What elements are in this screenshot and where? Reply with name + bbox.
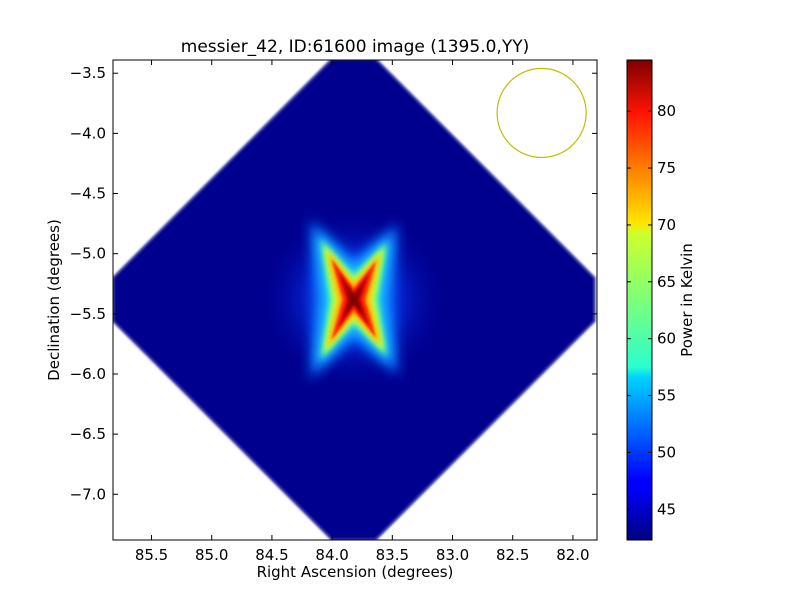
colorbar-tick-label: 70: [657, 216, 676, 234]
x-tick-label: 85.5: [135, 546, 168, 564]
x-tick-label: 85.0: [195, 546, 228, 564]
y-axis-label: Declination (degrees): [45, 219, 63, 381]
y-tick-label: −4.0: [70, 124, 106, 142]
colorbar-label: Power in Kelvin: [678, 243, 696, 357]
colorbar-ticks: 45 50 55 60 65 70 75 80: [627, 102, 676, 518]
x-tick-label: 83.0: [436, 546, 469, 564]
beam-circle: [496, 67, 587, 159]
x-axis-ticks: 85.5 85.0 84.5 84.0 83.5 83.0 82.5 82.0: [135, 60, 590, 564]
x-tick-label: 84.5: [255, 546, 288, 564]
y-tick-label: −4.5: [70, 185, 106, 203]
source-contour: [345, 284, 363, 315]
bright-source: [258, 209, 449, 390]
y-tick-label: −7.0: [70, 485, 106, 503]
colorbar-tick-label: 65: [657, 273, 676, 291]
colorbar-tick-label: 45: [657, 500, 676, 518]
y-tick-label: −3.5: [70, 64, 106, 82]
plot-frame: [112, 59, 598, 541]
colorbar-tick-label: 55: [657, 387, 676, 405]
chart-title: messier_42, ID:61600 image (1395.0,YY): [181, 37, 529, 57]
y-tick-label: −6.5: [70, 425, 106, 443]
colorbar: [626, 59, 653, 541]
colorbar-tick-label: 50: [657, 443, 676, 461]
x-tick-label: 83.5: [376, 546, 409, 564]
colorbar-tick-label: 60: [657, 330, 676, 348]
y-axis-ticks: −3.5 −4.0 −4.5 −5.0 −5.5 −6.0 −6.5 −7.0: [70, 64, 597, 503]
x-tick-label: 82.0: [556, 546, 589, 564]
y-tick-label: −6.0: [70, 365, 106, 383]
y-tick-label: −5.0: [70, 245, 106, 263]
x-tick-label: 82.5: [496, 546, 529, 564]
colorbar-tick-label: 80: [657, 102, 676, 120]
y-tick-label: −5.5: [70, 305, 106, 323]
x-axis-label: Right Ascension (degrees): [257, 563, 454, 581]
x-tick-label: 84.0: [315, 546, 348, 564]
colorbar-tick-label: 75: [657, 159, 676, 177]
heatmap-image: [113, 60, 596, 540]
